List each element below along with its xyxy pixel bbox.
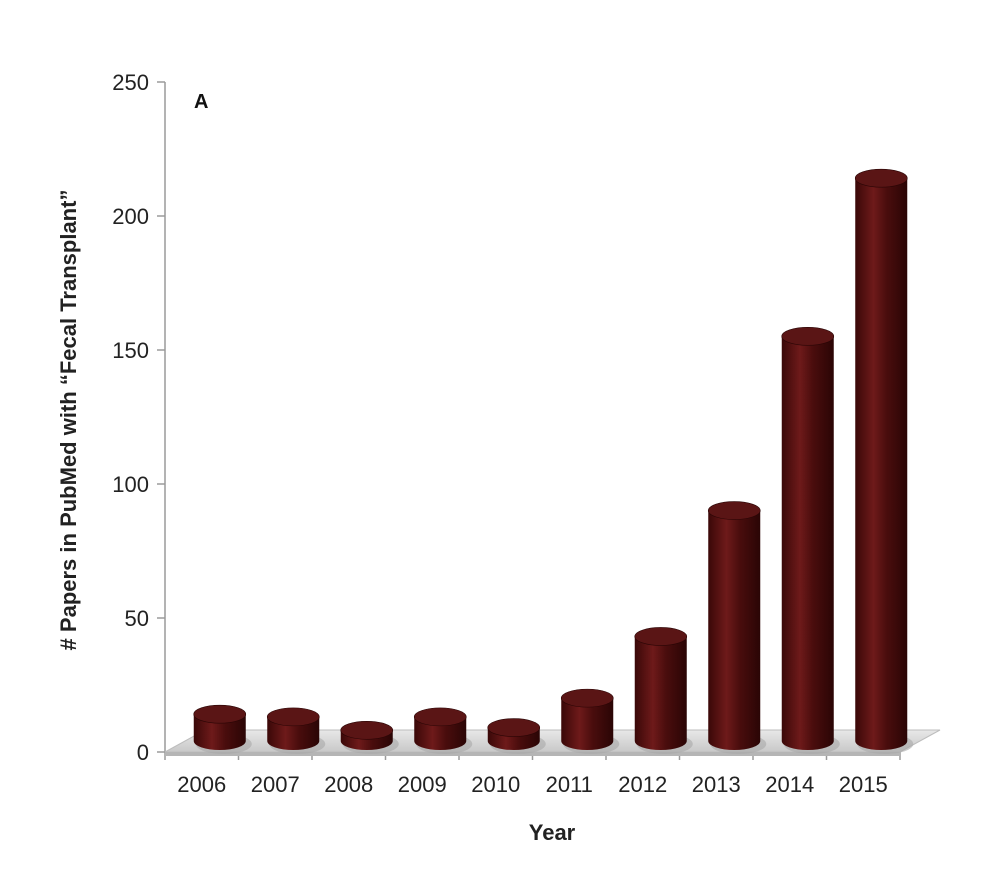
y-tick-label: 200: [112, 204, 149, 229]
bar-top: [854, 168, 908, 188]
x-tick-label: 2007: [251, 772, 300, 797]
bar-body: [561, 698, 614, 750]
bar: [781, 327, 840, 754]
bar: [560, 688, 620, 754]
bar: [854, 168, 914, 754]
bar-body: [708, 510, 761, 750]
x-tick-label: 2009: [398, 772, 447, 797]
bar-body: [193, 714, 246, 750]
y-axis-title: # Papers in PubMed with “Fecal Transplan…: [56, 190, 81, 651]
x-tick-label: 2010: [471, 772, 520, 797]
y-axis: 0 50 100 150 200 250: [112, 70, 166, 765]
bar: [707, 501, 767, 754]
bar: [266, 707, 326, 754]
bar: [487, 718, 546, 754]
bar-body: [267, 716, 320, 750]
x-tick-label: 2015: [839, 772, 888, 797]
y-tick-label: 250: [112, 70, 149, 95]
x-tick-label: 2008: [324, 772, 373, 797]
bar-top: [781, 327, 835, 346]
y-tick-label: 150: [112, 338, 149, 363]
bar-top: [707, 501, 761, 520]
bar-top: [487, 718, 541, 737]
bar-top: [413, 707, 467, 727]
x-tick-label: 2013: [692, 772, 741, 797]
x-tick-label: 2012: [618, 772, 667, 797]
bar-top: [634, 627, 688, 646]
y-tick-label: 50: [125, 606, 149, 631]
bar: [634, 627, 693, 754]
y-tick-label: 100: [112, 472, 149, 497]
bar-top: [560, 688, 614, 708]
x-tick-label: 2014: [765, 772, 814, 797]
bar-body: [634, 636, 687, 750]
bar-body: [855, 178, 908, 750]
bar-body: [414, 716, 467, 750]
x-tick-label: 2011: [546, 772, 593, 797]
bar: [340, 720, 399, 754]
panel-label: A: [194, 91, 208, 113]
bar-series: [193, 168, 914, 754]
bar-top: [266, 707, 320, 727]
y-tick-label: 0: [137, 740, 149, 765]
bar: [193, 704, 252, 754]
x-axis-title: Year: [529, 820, 576, 845]
bar-body: [781, 336, 834, 750]
floor-edge: [165, 752, 900, 756]
x-axis: 2006 2007 2008 2009 2010 2011 2012 2013 2014 2015: [164, 751, 901, 797]
x-tick-label: 2006: [177, 772, 226, 797]
bar-top: [193, 704, 247, 724]
bar-top: [340, 720, 394, 740]
bar: [413, 707, 473, 754]
